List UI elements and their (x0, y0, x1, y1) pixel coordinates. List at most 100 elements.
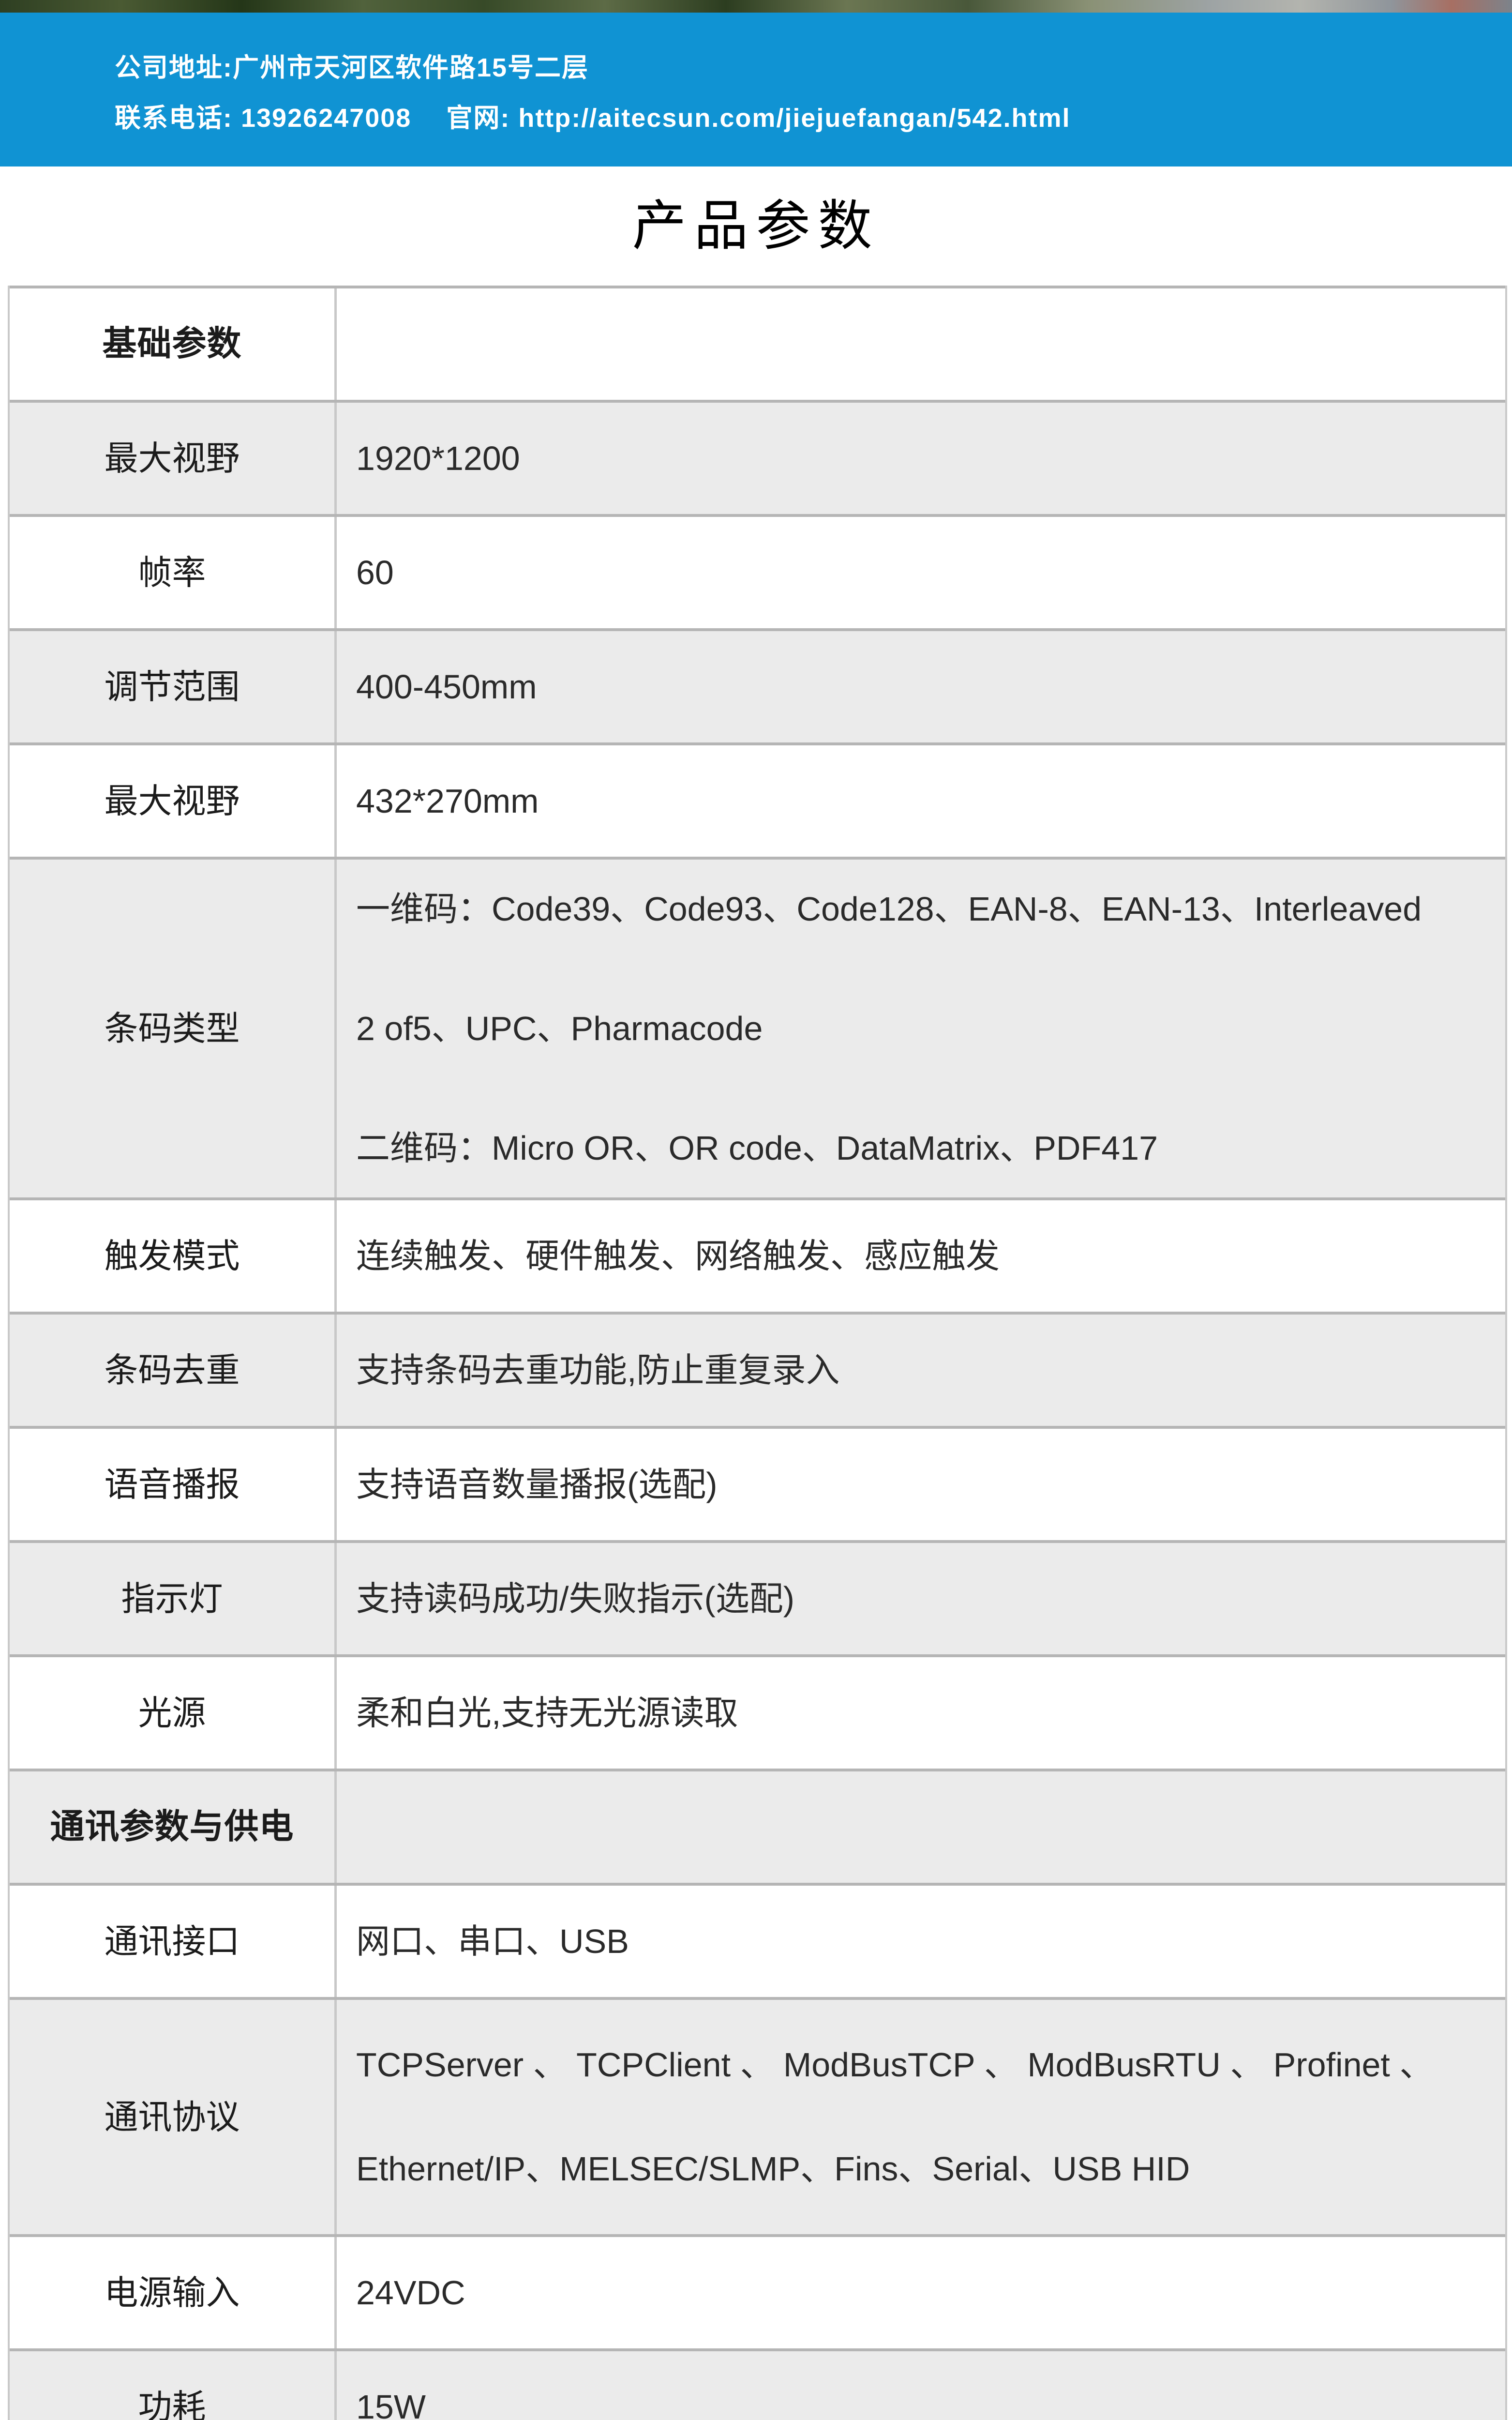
value-line: 432*270mm (356, 782, 1481, 820)
table-section-row: 基础参数 (10, 286, 1505, 400)
table-row: 最大视野 432*270mm (10, 742, 1505, 857)
value-line: 60 (356, 554, 1481, 591)
value-line: 24VDC (356, 2274, 1481, 2312)
value-line: 15W (356, 2388, 1481, 2420)
row-value-cell: 1920*1200 (337, 403, 1505, 514)
row-value-cell: 15W (337, 2351, 1505, 2420)
row-value-cell: 支持条码去重功能,防止重复录入 (337, 1315, 1505, 1426)
table-section-row: 通讯参数与供电 (10, 1769, 1505, 1883)
title-section: 产品参数 (0, 166, 1512, 286)
value-segment: 60 (356, 553, 394, 591)
header-photo-strip (0, 0, 1512, 13)
row-label-cell: 语音播报 (10, 1429, 337, 1540)
row-label: 帧率 (138, 553, 206, 591)
row-label-cell: 最大视野 (10, 403, 337, 514)
table-row: 功耗 15W (10, 2348, 1505, 2420)
value-line: 400-450mm (356, 668, 1481, 706)
row-label-cell: 基础参数 (10, 288, 337, 400)
website-url: 官网: http://aitecsun.com/jiejuefangan/542… (446, 104, 1071, 133)
value-segment: 网口、串口、USB (356, 1922, 629, 1960)
table-row: 语音播报 支持语音数量播报(选配) (10, 1426, 1505, 1540)
value-line: 一维码：Code39、Code93、Code128、EAN-8、EAN-13、I… (356, 890, 1481, 928)
row-value-cell: 网口、串口、USB (337, 1886, 1505, 1997)
value-segment: 柔和白光,支持无光源读取 (356, 1694, 738, 1732)
value-line: 支持语音数量播报(选配) (356, 1466, 1481, 1503)
row-label-cell: 帧率 (10, 517, 337, 628)
row-value-cell: 24VDC (337, 2237, 1505, 2348)
row-label-cell: 通讯接口 (10, 1886, 337, 1997)
row-label: 光源 (138, 1694, 206, 1732)
row-label-cell: 条码类型 (10, 860, 337, 1197)
table-row: 条码类型 一维码：Code39、Code93、Code128、EAN-8、EAN-… (10, 857, 1505, 1197)
row-value-cell: 支持语音数量播报(选配) (337, 1429, 1505, 1540)
value-line: Ethernet/IP、MELSEC/SLMP、Fins、Serial、USB … (356, 2150, 1481, 2188)
table-row: 光源 柔和白光,支持无光源读取 (10, 1654, 1505, 1769)
contact-phone: 联系电话: 13926247008 (115, 104, 412, 133)
value-segment: 2 of5、UPC、Pharmacode (356, 1009, 763, 1047)
value-line: 1920*1200 (356, 439, 1481, 477)
value-segment: Ethernet/IP、MELSEC/SLMP、Fins、Serial、USB … (356, 2150, 1190, 2188)
row-label-cell: 功耗 (10, 2351, 337, 2420)
row-value-cell: 柔和白光,支持无光源读取 (337, 1657, 1505, 1769)
table-row: 通讯接口 网口、串口、USB (10, 1883, 1505, 1997)
table-row: 条码去重 支持条码去重功能,防止重复录入 (10, 1312, 1505, 1426)
table-row: 触发模式 连续触发、硬件触发、网络触发、感应触发 (10, 1197, 1505, 1312)
value-line: 网口、串口、USB (356, 1922, 1481, 1960)
row-value-cell: 一维码：Code39、Code93、Code128、EAN-8、EAN-13、I… (337, 860, 1505, 1197)
value-segment: 1920*1200 (356, 439, 520, 477)
row-value-cell: TCPServer 、 TCPClient 、 ModBusTCP 、 ModB… (337, 2000, 1505, 2234)
value-line: 柔和白光,支持无光源读取 (356, 1694, 1481, 1732)
table-row: 调节范围 400-450mm (10, 628, 1505, 742)
value-segment: 连续触发、硬件触发、网络触发、感应触发 (356, 1237, 1000, 1275)
contact-banner: 公司地址:广州市天河区软件路15号二层 联系电话: 13926247008 官网:… (0, 13, 1512, 166)
row-label-cell: 触发模式 (10, 1200, 337, 1312)
value-segment: 二维码：Micro OR、OR code、DataMatrix、PDF417 (356, 1129, 1158, 1167)
value-line: TCPServer 、 TCPClient 、 ModBusTCP 、 ModB… (356, 2046, 1481, 2084)
row-label-cell: 通讯参数与供电 (10, 1771, 337, 1883)
row-label-cell: 最大视野 (10, 745, 337, 857)
row-label-cell: 调节范围 (10, 631, 337, 742)
value-segment: 432*270mm (356, 782, 539, 820)
row-label-cell: 条码去重 (10, 1315, 337, 1426)
row-value-cell (337, 1771, 1505, 1883)
row-label: 通讯协议 (104, 2098, 240, 2136)
row-label: 最大视野 (104, 782, 240, 820)
row-label-cell: 电源输入 (10, 2237, 337, 2348)
value-segment: 24VDC (356, 2273, 465, 2312)
value-line: 二维码：Micro OR、OR code、DataMatrix、PDF417 (356, 1129, 1481, 1167)
value-segment: TCPServer 、 TCPClient 、 ModBusTCP 、 ModB… (356, 2046, 1434, 2084)
contact-line: 联系电话: 13926247008 官网: http://aitecsun.com… (115, 104, 1071, 133)
table-row: 帧率 60 (10, 514, 1505, 628)
row-label: 功耗 (138, 2388, 206, 2420)
row-label: 条码类型 (104, 1009, 240, 1047)
table-row: 通讯协议 TCPServer 、 TCPClient 、 ModBusTCP 、 … (10, 1997, 1505, 2234)
company-address: 公司地址:广州市天河区软件路15号二层 (115, 53, 589, 82)
value-segment: 400-450mm (356, 667, 537, 706)
row-value-cell (337, 288, 1505, 400)
value-line: 支持条码去重功能,防止重复录入 (356, 1351, 1481, 1389)
row-label: 通讯接口 (104, 1922, 240, 1960)
row-value-cell: 连续触发、硬件触发、网络触发、感应触发 (337, 1200, 1505, 1312)
row-value-cell: 432*270mm (337, 745, 1505, 857)
row-label-cell: 指示灯 (10, 1543, 337, 1654)
row-value-cell: 支持读码成功/失败指示(选配) (337, 1543, 1505, 1654)
value-segment: 支持条码去重功能,防止重复录入 (356, 1351, 840, 1389)
row-label: 通讯参数与供电 (50, 1808, 294, 1846)
row-label: 触发模式 (104, 1237, 240, 1275)
table-row: 最大视野 1920*1200 (10, 400, 1505, 514)
row-label: 指示灯 (121, 1579, 223, 1618)
row-label: 语音播报 (104, 1465, 240, 1503)
row-label-cell: 光源 (10, 1657, 337, 1769)
table-row: 指示灯 支持读码成功/失败指示(选配) (10, 1540, 1505, 1654)
row-label: 电源输入 (104, 2273, 240, 2312)
row-label: 条码去重 (104, 1351, 240, 1389)
value-segment: 支持语音数量播报(选配) (356, 1465, 718, 1503)
value-line: 连续触发、硬件触发、网络触发、感应触发 (356, 1237, 1481, 1275)
table-row: 电源输入 24VDC (10, 2234, 1505, 2348)
row-label: 基础参数 (102, 325, 242, 363)
row-label: 最大视野 (104, 439, 240, 477)
value-line: 支持读码成功/失败指示(选配) (356, 1580, 1481, 1618)
row-value-cell: 60 (337, 517, 1505, 628)
row-value-cell: 400-450mm (337, 631, 1505, 742)
